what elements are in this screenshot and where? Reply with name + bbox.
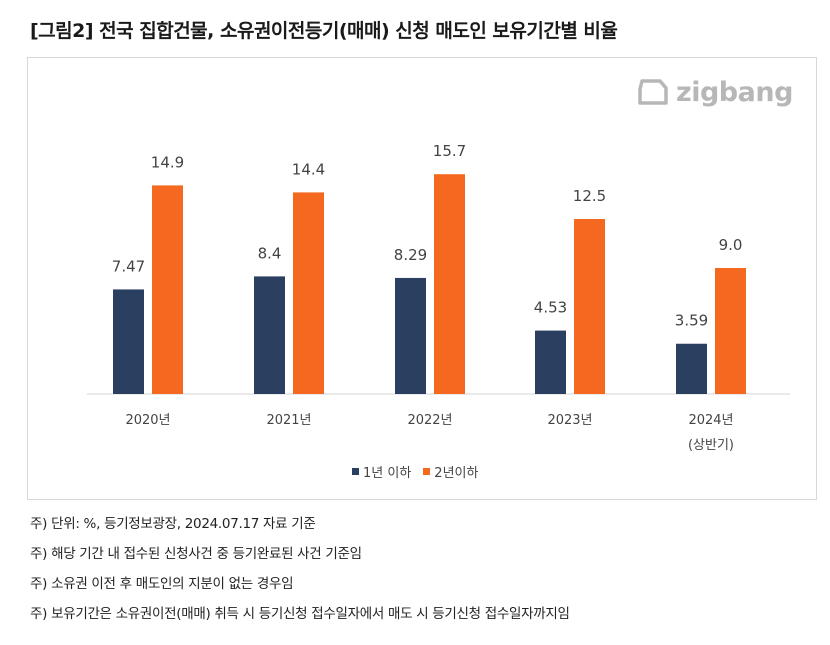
bar-series-1-2023년 <box>535 330 566 394</box>
bar-series-1-2024년 <box>676 343 707 394</box>
bars-group: 7.47 14.9 2020년 8.4 14.4 2021년 8.29 15.7 2022년 4.… <box>112 142 746 453</box>
x-tick-label: 2020년 <box>125 413 170 428</box>
legend-item-series-1: 1년 이하 <box>352 462 411 481</box>
chart-frame <box>27 57 817 500</box>
bar-series-2-2024년 <box>715 268 746 394</box>
data-label: 12.5 <box>573 187 606 205</box>
zigbang-logo-icon <box>638 79 668 105</box>
data-label: 7.47 <box>112 257 145 275</box>
data-label: 8.4 <box>258 244 282 262</box>
x-tick-label: 2024년 <box>688 413 733 428</box>
x-tick-label: 2021년 <box>266 413 311 428</box>
footnote: 주) 보유기간은 소유권이전(매매) 취득 시 등기신청 접수일자에서 매도 시… <box>30 606 570 622</box>
legend-swatch-1 <box>352 468 359 475</box>
legend-label-2: 2년이하 <box>434 466 479 481</box>
data-label: 14.4 <box>292 160 325 178</box>
bar-series-1-2020년 <box>113 289 144 394</box>
footnote: 주) 단위: %, 등기정보광장, 2024.07.17 자료 기준 <box>30 516 316 532</box>
x-tick-sublabel: (상반기) <box>688 438 734 453</box>
zigbang-logo: zigbang <box>636 74 793 110</box>
footnotes: 주) 단위: %, 등기정보광장, 2024.07.17 자료 기준 주) 해당… <box>30 513 570 633</box>
legend-swatch-2 <box>423 468 431 475</box>
bar-series-2-2022년 <box>434 174 465 394</box>
data-label: 3.59 <box>675 312 708 330</box>
bar-series-1-2022년 <box>395 277 426 394</box>
bar-series-1-2021년 <box>254 276 285 394</box>
bar-series-2-2021년 <box>293 192 324 394</box>
legend-item-series-2: 2년이하 <box>423 462 478 481</box>
bar-series-2-2023년 <box>574 219 605 394</box>
x-tick-label: 2023년 <box>547 413 592 428</box>
legend-label-1: 1년 이하 <box>363 466 412 481</box>
chart-title: [그림2] 전국 집합건물, 소유권이전등기(매매) 신청 매도인 보유기간별 … <box>30 20 618 42</box>
footnote: 주) 해당 기간 내 접수된 신청사건 중 등기완료된 사건 기준임 <box>30 546 362 562</box>
data-label: 9.0 <box>719 236 743 254</box>
logo-text: zigbang <box>676 76 793 108</box>
footnote: 주) 소유권 이전 후 매도인의 지분이 없는 경우임 <box>30 576 294 592</box>
data-label: 15.7 <box>433 142 466 160</box>
data-label: 14.9 <box>151 153 184 171</box>
bar-series-2-2020년 <box>152 185 183 394</box>
data-label: 4.53 <box>534 299 567 317</box>
chart-legend: 1년 이하 2년이하 <box>352 462 478 481</box>
x-tick-label: 2022년 <box>407 413 452 428</box>
data-label: 8.29 <box>394 246 427 264</box>
